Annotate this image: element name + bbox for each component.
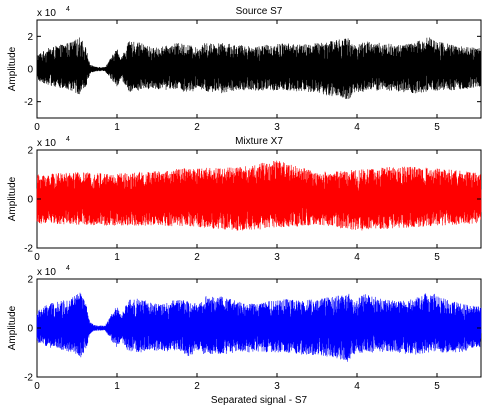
exponent-base: x 10 xyxy=(37,267,56,278)
waveform-series xyxy=(36,160,482,231)
exponent-label: x 10 4 xyxy=(37,6,70,19)
panel-title: Source S7 xyxy=(236,6,283,17)
x-tick-label: 1 xyxy=(114,252,120,263)
waveform-series xyxy=(36,37,482,100)
y-axis-title: Amplitude xyxy=(7,305,18,350)
x-axis-title: Separated signal - S7 xyxy=(211,395,308,406)
exponent-power: 4 xyxy=(66,6,70,13)
x-tick-label: 0 xyxy=(34,381,40,392)
exponent-base: x 10 xyxy=(37,138,56,149)
y-tick-label: 2 xyxy=(27,146,33,157)
x-tick-label: 0 xyxy=(34,252,40,263)
y-tick-label: 2 xyxy=(27,32,33,43)
x-tick-label: 2 xyxy=(194,252,200,263)
exponent-base: x 10 xyxy=(37,8,56,19)
x-tick-label: 1 xyxy=(114,381,120,392)
x-tick-label: 4 xyxy=(354,122,360,133)
y-axis-title: Amplitude xyxy=(7,46,18,91)
y-tick-label: -2 xyxy=(24,244,33,255)
x-tick-label: 5 xyxy=(434,122,440,133)
waveform-series xyxy=(36,292,482,362)
exponent-label: x 10 4 xyxy=(37,265,70,278)
x-tick-label: 3 xyxy=(274,381,280,392)
x-tick-label: 4 xyxy=(354,381,360,392)
y-tick-label: 0 xyxy=(27,324,33,335)
x-tick-label: 2 xyxy=(194,381,200,392)
panel-source-s7: 0 1 2 3 4 5 -2 0 2 Source S7 x 10 4 Amplitude xyxy=(7,6,482,133)
x-tick-label: 4 xyxy=(354,252,360,263)
y-tick-label: -2 xyxy=(24,373,33,384)
exponent-power: 4 xyxy=(66,265,70,272)
panel-separated-s7: 0 1 2 3 4 5-202 x 10 4 Amplitude xyxy=(7,265,482,392)
y-tick-label: 0 xyxy=(27,65,33,76)
y-axis-title: Amplitude xyxy=(7,176,18,221)
panel-title: Mixture X7 xyxy=(235,136,283,147)
y-tick-label: 2 xyxy=(27,275,33,286)
y-tick-label: -2 xyxy=(24,97,33,108)
x-tick-label: 3 xyxy=(274,122,280,133)
exponent-power: 4 xyxy=(66,136,70,143)
x-tick-label: 5 xyxy=(434,252,440,263)
x-tick-label: 5 xyxy=(434,381,440,392)
x-tick-label: 0 xyxy=(34,122,40,133)
y-tick-label: 0 xyxy=(27,195,33,206)
exponent-label: x 10 4 xyxy=(37,136,70,149)
x-tick-label: 2 xyxy=(194,122,200,133)
x-tick-label: 3 xyxy=(274,252,280,263)
x-tick-label: 1 xyxy=(114,122,120,133)
